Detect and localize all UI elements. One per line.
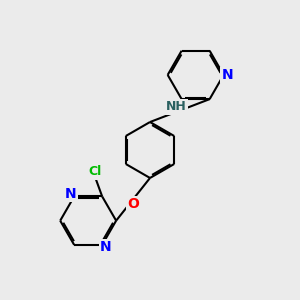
Text: O: O bbox=[127, 197, 139, 211]
Text: N: N bbox=[64, 187, 76, 201]
Text: N: N bbox=[100, 240, 112, 254]
Text: Cl: Cl bbox=[88, 165, 101, 178]
Text: NH: NH bbox=[166, 100, 187, 113]
Text: N: N bbox=[221, 68, 233, 82]
